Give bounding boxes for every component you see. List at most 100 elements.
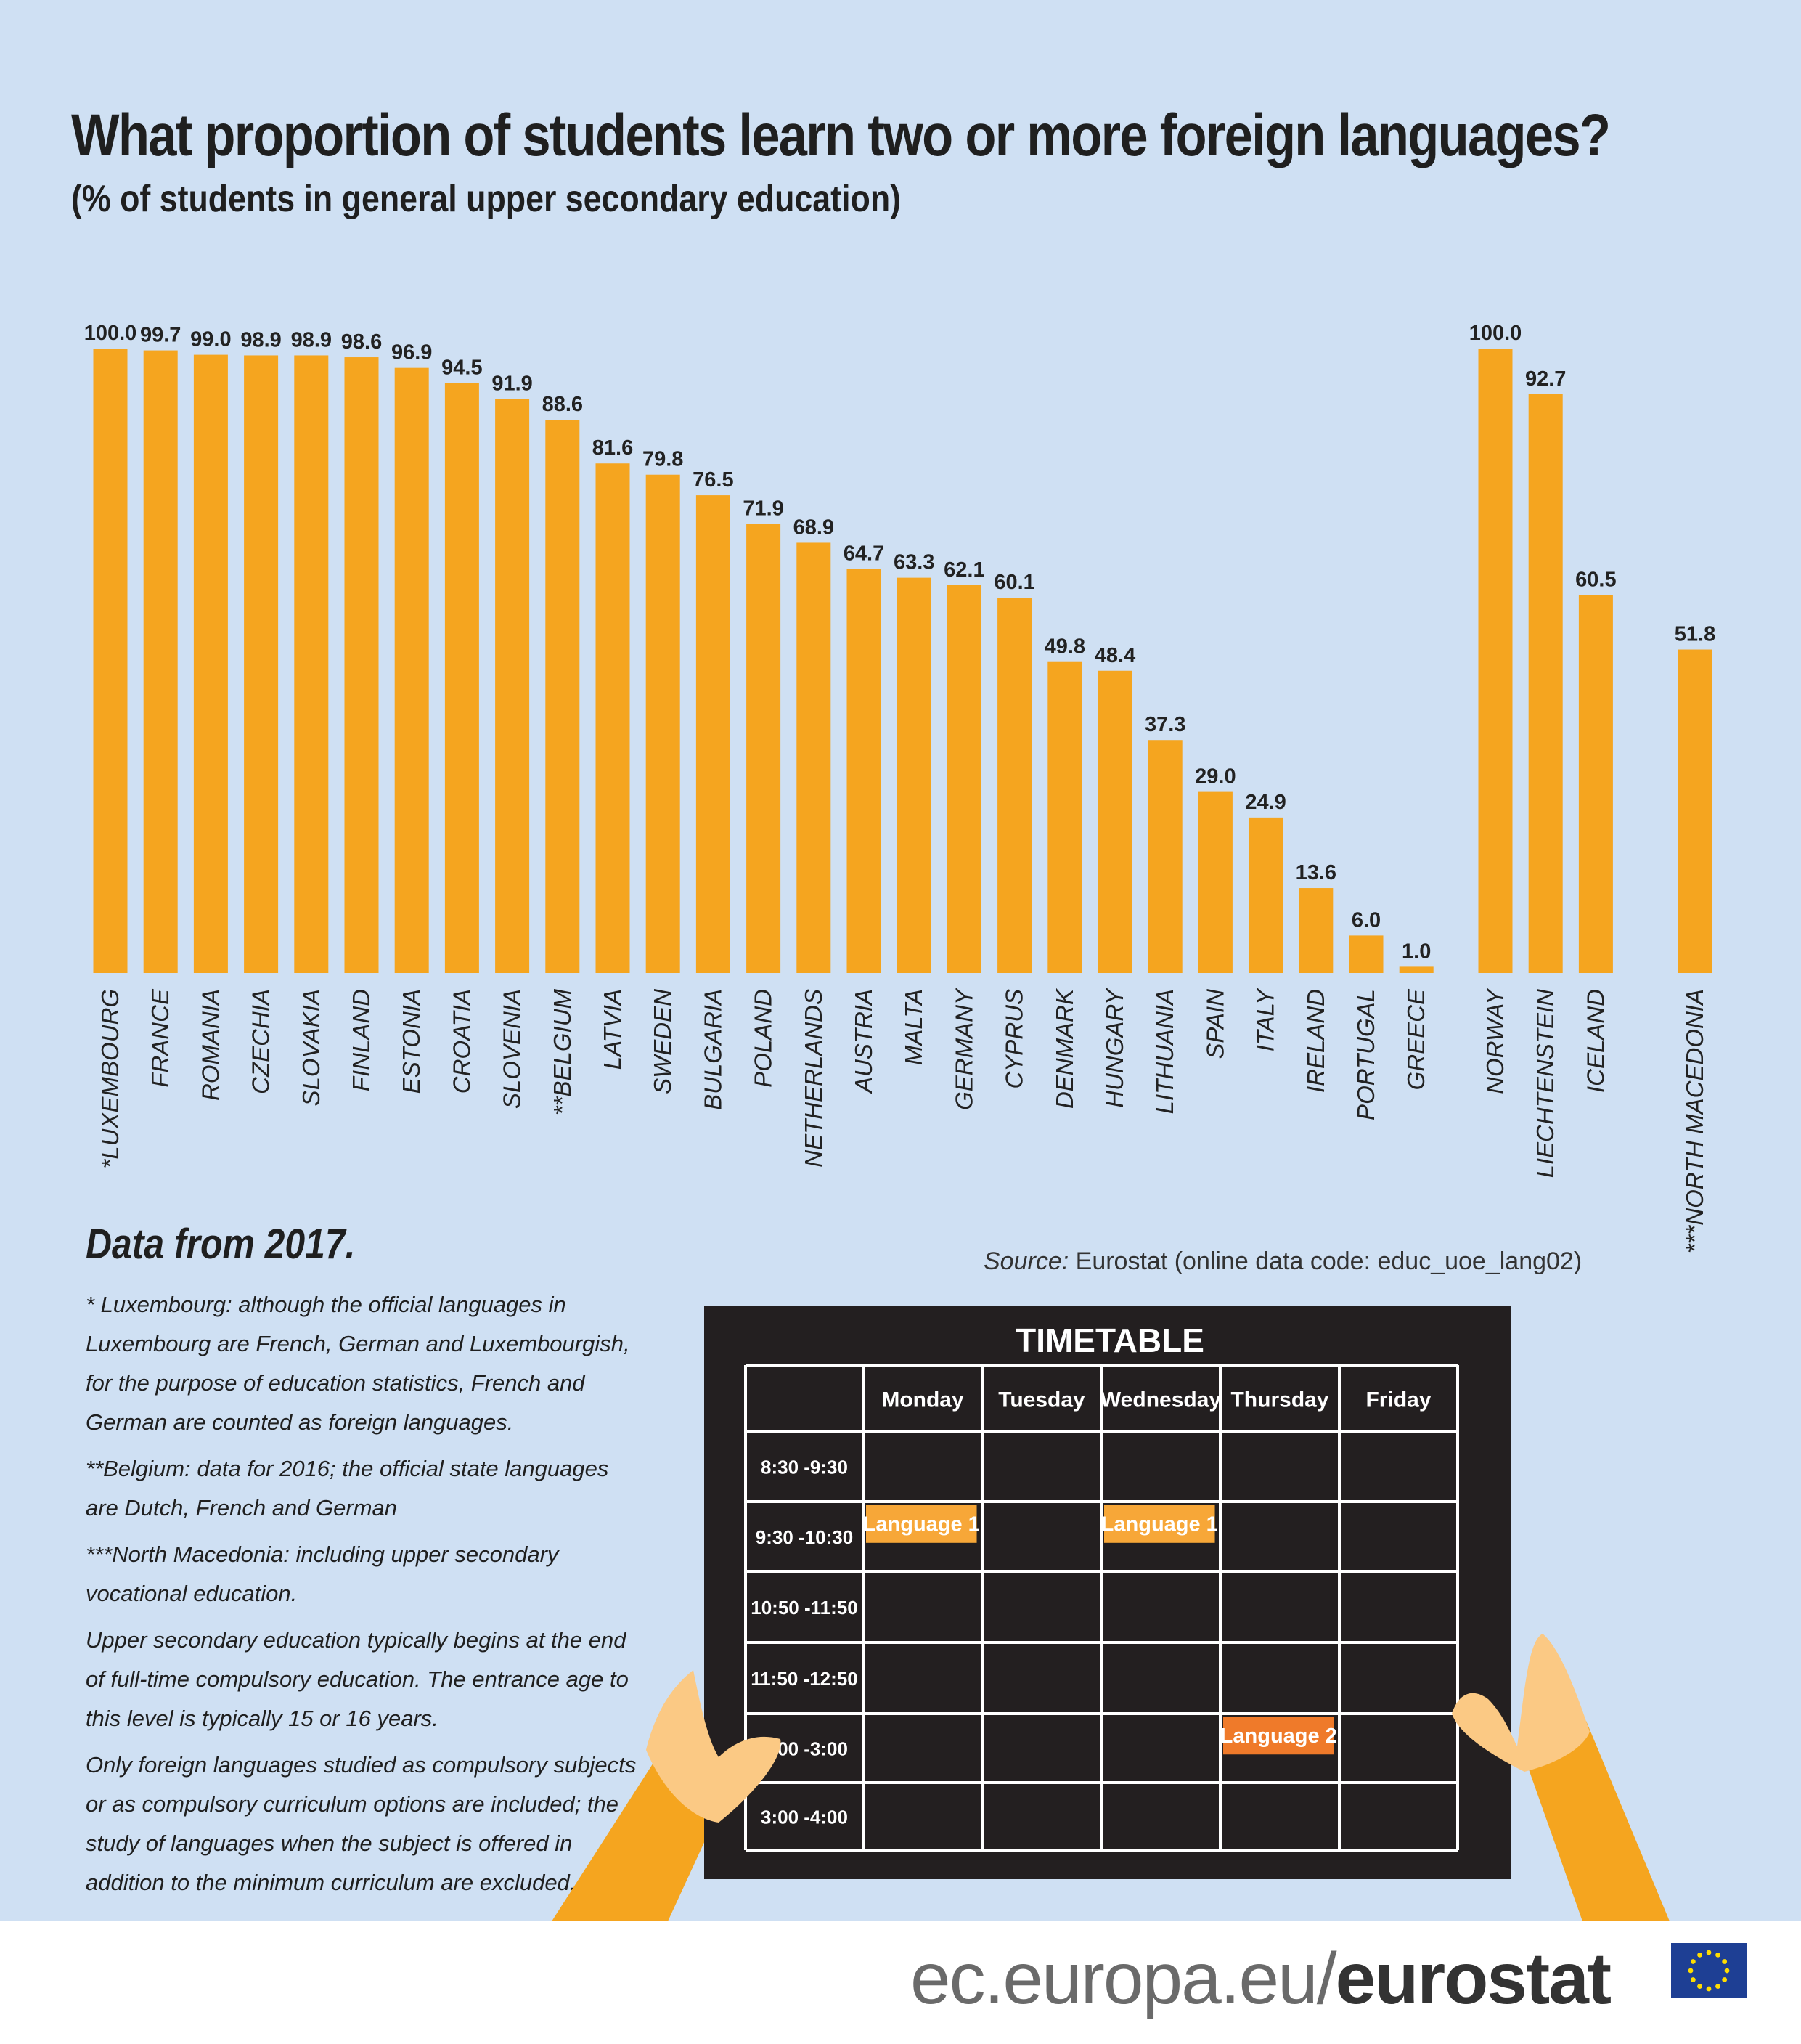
data-label: 13.6	[1296, 861, 1336, 884]
bar	[1249, 817, 1283, 973]
footnote: Upper secondary education typically begi…	[86, 1627, 629, 1731]
footer-prefix: ec.europa.eu/	[910, 1938, 1337, 2019]
time-label: 10:50 -11:50	[751, 1597, 857, 1618]
bar	[294, 355, 329, 974]
data-year-note: Data from 2017.	[86, 1221, 356, 1268]
star-icon	[1722, 1977, 1728, 1982]
category-label: LATVIA	[599, 989, 626, 1070]
category-label: ICELAND	[1582, 989, 1609, 1093]
source-text: Eurostat (online data code: educ_uoe_lan…	[1075, 1247, 1582, 1275]
time-label: 8:30 -9:30	[761, 1457, 848, 1478]
data-label: 92.7	[1525, 367, 1566, 391]
data-label: 60.5	[1575, 569, 1616, 592]
bar	[1098, 670, 1132, 973]
data-label: 60.1	[994, 571, 1034, 594]
data-label: 98.9	[291, 328, 332, 351]
day-header: Wednesday	[1100, 1388, 1221, 1412]
category-label: CROATIA	[448, 989, 475, 1094]
footnote: * Luxembourg: although the official lang…	[86, 1292, 630, 1435]
star-icon	[1690, 1959, 1696, 1964]
data-label: 100.0	[84, 322, 137, 345]
category-label: BULGARIA	[699, 989, 726, 1110]
day-header: Friday	[1365, 1388, 1431, 1412]
category-label: SPAIN	[1201, 989, 1228, 1059]
star-icon	[1690, 1977, 1696, 1982]
bar	[1478, 349, 1513, 973]
time-label: 9:30 -10:30	[756, 1526, 853, 1548]
bar	[796, 542, 831, 973]
data-label: 71.9	[743, 497, 783, 521]
category-label: GREECE	[1402, 988, 1429, 1090]
timetable-grid: Language 1 Language 1 Language 2 Monday Tues…	[744, 1364, 1459, 1852]
bar	[545, 420, 580, 973]
data-label: 88.6	[542, 393, 583, 416]
data-label: 48.4	[1095, 644, 1135, 667]
bar	[1047, 661, 1082, 973]
footer-brand: eurostat	[1335, 1938, 1612, 2019]
chart-title: What proportion of students learn two or…	[71, 102, 1611, 168]
bar	[1198, 791, 1233, 973]
data-label: 37.3	[1145, 713, 1185, 736]
data-label: 63.3	[894, 551, 934, 574]
chart-subtitle: (% of students in general upper secondar…	[71, 178, 902, 220]
lesson-block	[866, 1505, 977, 1543]
category-label: LITHUANIA	[1151, 989, 1178, 1114]
bar	[1148, 740, 1183, 973]
bar	[897, 577, 931, 973]
star-icon	[1715, 1952, 1720, 1958]
bar	[1578, 595, 1613, 973]
category-label: CYPRUS	[1001, 989, 1028, 1089]
lesson-label: Language 1	[863, 1512, 980, 1536]
bar-chart: 100.0 *LUXEMBOURG 99.7 FRANCE 99.0 ROMANIA 98.…	[84, 322, 1716, 1253]
bar	[93, 349, 128, 973]
time-label: 11:50 -12:50	[751, 1668, 857, 1690]
data-label: 100.0	[1469, 322, 1522, 345]
data-label: 24.9	[1245, 791, 1286, 814]
category-label: **BELGIUM	[549, 988, 576, 1115]
eu-flag-icon	[1671, 1943, 1747, 1998]
bar	[695, 495, 730, 973]
footnotes: * Luxembourg: although the official lang…	[86, 1285, 645, 1910]
category-label: LIECHTENSTEIN	[1532, 989, 1559, 1178]
data-label: 49.8	[1045, 635, 1085, 659]
category-label: SLOVENIA	[499, 989, 526, 1109]
lesson-block	[1104, 1505, 1215, 1543]
bar	[746, 524, 781, 973]
category-label: CZECHIA	[248, 989, 274, 1094]
data-label: 99.7	[140, 324, 181, 347]
data-label: 99.0	[190, 328, 231, 351]
data-label: 62.1	[944, 558, 984, 582]
category-label: DENMARK	[1051, 988, 1078, 1109]
timetable-illustration: TIMETABLE Language 1 Language 1 Language 2…	[552, 1306, 1670, 1921]
star-icon	[1706, 1986, 1712, 1992]
bar	[1299, 888, 1334, 973]
data-label: 98.6	[341, 330, 382, 354]
footer-url: ec.europa.eu/eurostat	[910, 1937, 1612, 2021]
time-label: 3:00 -4:00	[761, 1807, 848, 1828]
star-icon	[1697, 1952, 1702, 1958]
bar	[444, 383, 479, 973]
left-hand	[646, 1670, 781, 1823]
bar	[1528, 394, 1563, 973]
category-label: HUNGARY	[1101, 988, 1128, 1108]
data-label: 29.0	[1195, 765, 1236, 789]
category-label: FRANCE	[147, 988, 173, 1088]
category-label: AUSTRIA	[850, 989, 877, 1094]
data-label: 96.9	[391, 341, 432, 365]
day-header: Thursday	[1230, 1388, 1328, 1412]
category-label: *LUXEMBOURG	[97, 989, 123, 1169]
category-label: GERMANY	[950, 988, 977, 1110]
timetable-title: TIMETABLE	[1016, 1322, 1204, 1359]
data-label: 6.0	[1352, 908, 1381, 932]
data-label: 94.5	[441, 356, 482, 379]
data-label: 51.8	[1675, 623, 1715, 646]
footnote: ***North Macedonia: including upper seco…	[86, 1542, 559, 1606]
data-label: 1.0	[1402, 940, 1431, 963]
data-label: 68.9	[793, 516, 834, 539]
lesson-block	[1223, 1717, 1334, 1755]
category-label: SWEDEN	[649, 989, 676, 1094]
right-arm	[1524, 1721, 1670, 1921]
category-label: FINLAND	[348, 989, 375, 1091]
bar	[846, 569, 881, 973]
